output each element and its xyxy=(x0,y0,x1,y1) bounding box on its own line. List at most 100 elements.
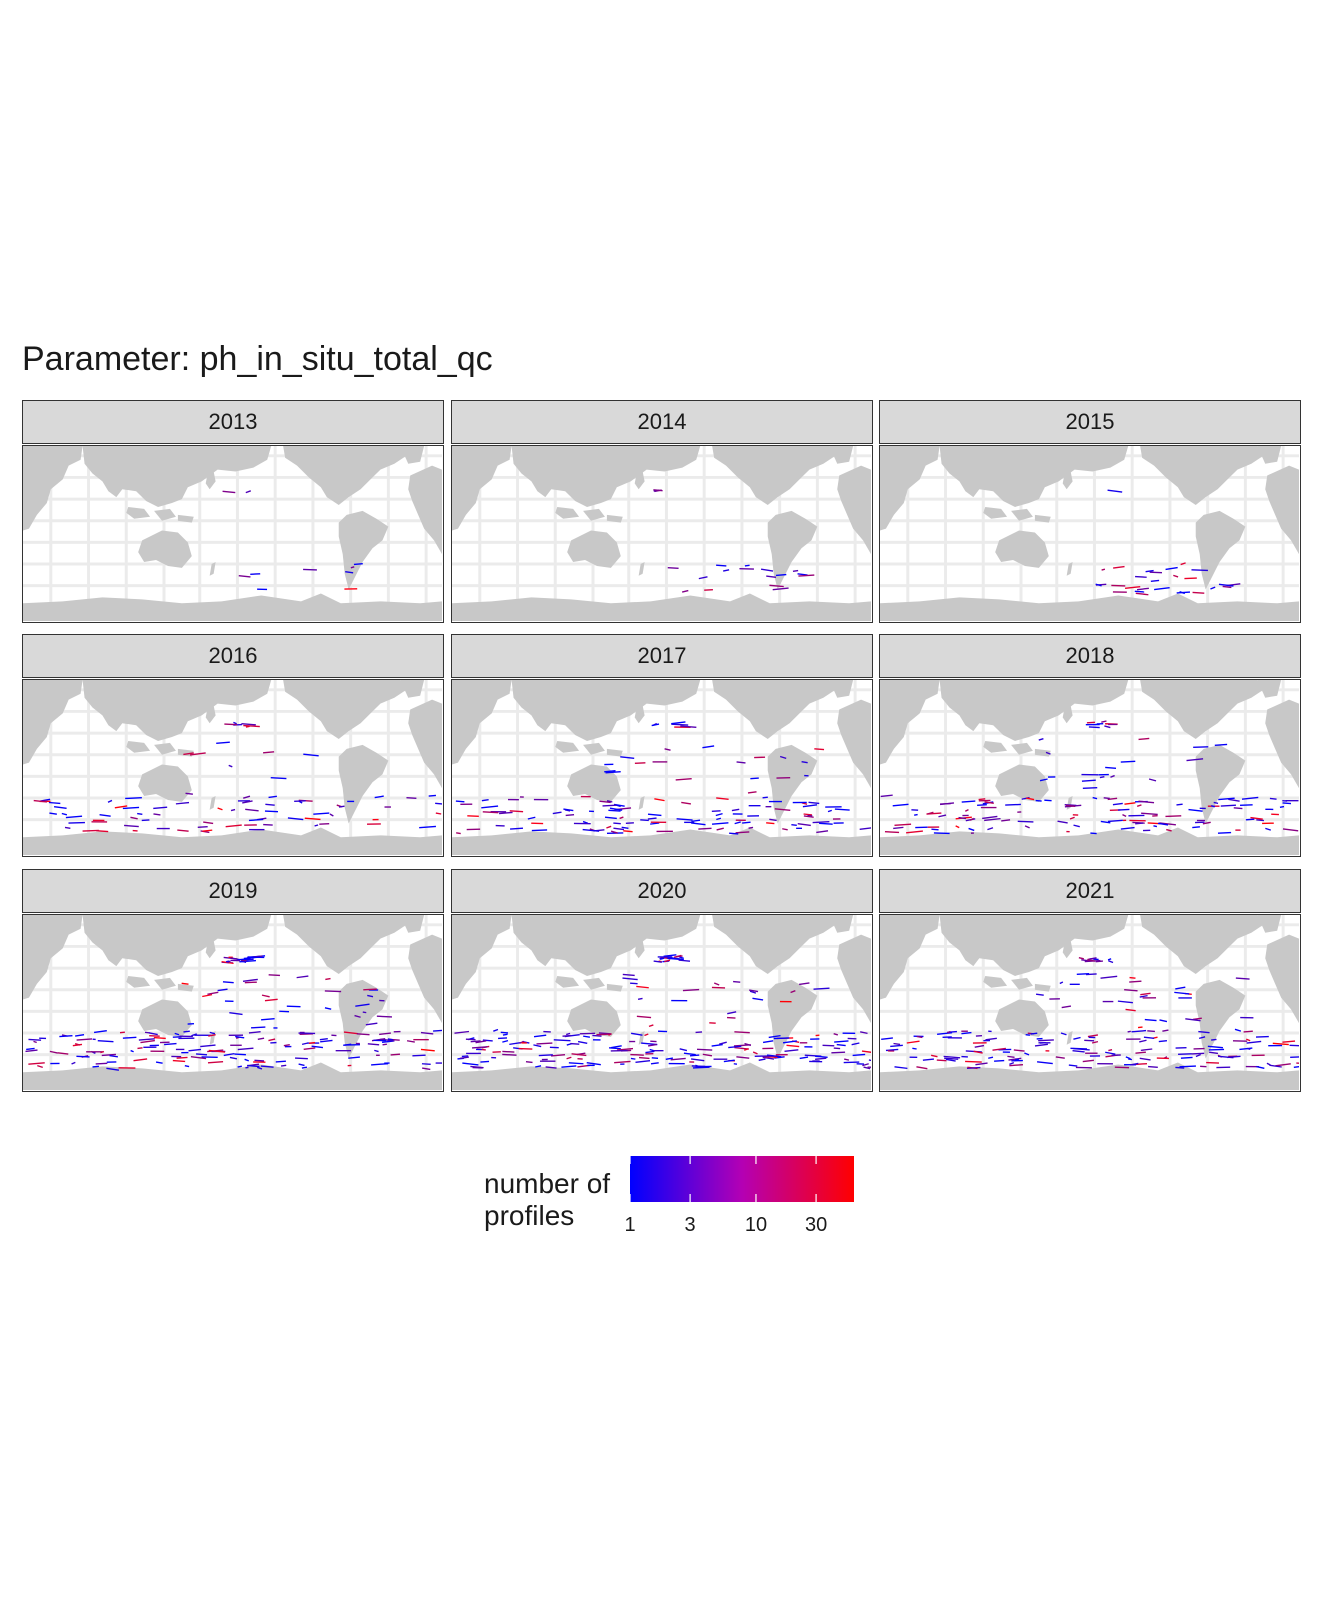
profile-track xyxy=(1076,973,1090,975)
profile-track xyxy=(37,1064,43,1069)
land-mass xyxy=(283,915,407,974)
profile-track xyxy=(324,990,342,993)
profile-track xyxy=(92,1065,100,1068)
land-mass xyxy=(634,940,645,959)
facet-strip-label: 2015 xyxy=(879,400,1301,444)
profile-track xyxy=(217,807,223,811)
profile-track xyxy=(1220,804,1236,807)
profile-track xyxy=(1124,802,1136,805)
profile-track xyxy=(1279,805,1285,808)
profile-track xyxy=(807,814,813,817)
profile-track xyxy=(1144,1018,1157,1022)
profile-track xyxy=(222,490,236,494)
profile-track xyxy=(99,814,111,817)
profile-track xyxy=(1157,822,1169,826)
profile-track xyxy=(1127,1030,1131,1033)
profile-track xyxy=(752,1051,758,1055)
profile-track xyxy=(647,1043,657,1047)
profile-track xyxy=(301,1042,309,1046)
profile-track xyxy=(533,1044,542,1048)
profile-track xyxy=(256,1066,263,1070)
profile-track xyxy=(244,1058,250,1062)
profile-track xyxy=(1082,1059,1094,1063)
profile-track xyxy=(1009,1062,1015,1065)
profile-track xyxy=(644,1033,649,1037)
profile-track xyxy=(630,1032,643,1036)
profile-track xyxy=(1008,1057,1022,1061)
facet-strip-label: 2020 xyxy=(451,869,873,913)
profile-track xyxy=(133,1058,148,1062)
profile-track xyxy=(650,1062,659,1065)
profile-track xyxy=(1038,738,1044,741)
land-mass xyxy=(177,983,194,992)
profile-track xyxy=(1211,804,1216,808)
profile-track xyxy=(124,824,139,828)
profile-track xyxy=(1136,804,1142,807)
profile-track xyxy=(82,829,99,832)
profile-track xyxy=(1202,821,1211,825)
land-mass xyxy=(1140,680,1264,739)
profile-track xyxy=(1180,562,1186,566)
profile-track xyxy=(356,1033,370,1036)
profile-track xyxy=(1246,1040,1262,1044)
profile-track xyxy=(343,1031,359,1035)
profile-track xyxy=(977,803,987,807)
profile-track xyxy=(207,991,219,995)
profile-track xyxy=(621,826,629,829)
profile-track xyxy=(683,1052,696,1056)
profile-track xyxy=(510,827,524,830)
legend-tick-label: 30 xyxy=(804,1214,828,1236)
profile-track xyxy=(122,806,140,810)
profile-track xyxy=(280,1064,287,1067)
profile-track xyxy=(75,1033,85,1037)
profile-track xyxy=(181,982,189,985)
land-mass xyxy=(767,510,818,590)
profile-track xyxy=(268,1038,276,1042)
profile-track xyxy=(1269,1064,1282,1068)
profile-track xyxy=(665,1057,674,1061)
profile-track xyxy=(1228,798,1240,802)
profile-track xyxy=(1087,1034,1099,1038)
profile-track xyxy=(320,1039,333,1043)
profile-track xyxy=(565,1032,571,1036)
profile-track xyxy=(667,957,684,961)
profile-track xyxy=(230,808,236,812)
profile-track xyxy=(893,1042,901,1046)
profile-track xyxy=(984,801,994,804)
profile-track xyxy=(245,808,259,812)
profile-track xyxy=(185,792,193,795)
profile-track xyxy=(500,1031,509,1034)
profile-track xyxy=(1135,822,1144,825)
land-mass xyxy=(1140,915,1264,974)
profile-track xyxy=(664,748,671,751)
land-mass xyxy=(555,975,580,988)
profile-track xyxy=(1045,751,1051,755)
profile-track xyxy=(814,748,825,751)
profile-track xyxy=(228,764,233,768)
profile-track xyxy=(1105,766,1117,769)
land-mass xyxy=(408,465,442,555)
profile-track xyxy=(26,1047,35,1051)
profile-track xyxy=(916,1035,923,1039)
profile-track xyxy=(1107,489,1123,493)
profile-track xyxy=(927,811,934,815)
profile-track xyxy=(1105,1051,1116,1055)
profile-track xyxy=(719,1041,727,1045)
profile-track xyxy=(1222,585,1232,589)
facet-panel-2016: 2016 xyxy=(22,634,444,857)
profile-track xyxy=(1198,1036,1206,1040)
profile-track xyxy=(1256,819,1265,822)
profile-track xyxy=(1065,804,1076,808)
profile-track xyxy=(239,959,256,963)
profile-track xyxy=(691,819,701,823)
profile-track xyxy=(723,1059,735,1063)
profile-track xyxy=(1233,807,1243,810)
land-mass xyxy=(837,934,871,1024)
profile-track xyxy=(1153,825,1158,828)
land-mass xyxy=(205,705,216,724)
profile-track xyxy=(1214,743,1228,746)
profile-track xyxy=(1059,981,1064,985)
profile-track xyxy=(1175,1066,1185,1069)
land-mass xyxy=(205,471,216,490)
land-mass xyxy=(638,562,645,576)
